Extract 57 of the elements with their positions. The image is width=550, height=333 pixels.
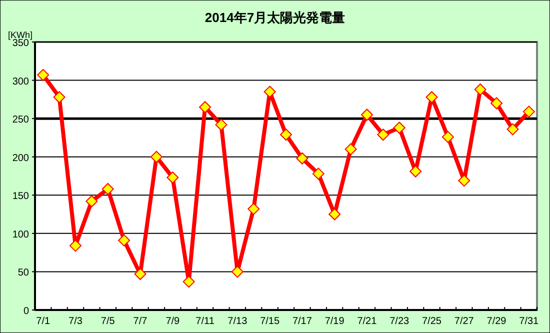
y-tick-label: 300 bbox=[12, 76, 30, 88]
x-tick-label: 7/9 bbox=[166, 316, 180, 327]
point bbox=[53, 91, 66, 104]
point bbox=[182, 276, 195, 288]
x-tick-label: 7/23 bbox=[390, 316, 410, 327]
point bbox=[280, 128, 292, 141]
point bbox=[393, 122, 406, 134]
y-axis-title: [KWh] bbox=[8, 30, 33, 40]
point bbox=[102, 183, 114, 196]
point bbox=[442, 130, 454, 143]
point bbox=[166, 172, 179, 184]
chart-title: 2014年7月太陽光発電量 bbox=[204, 10, 346, 25]
point bbox=[215, 118, 228, 131]
x-tick-label: 7/19 bbox=[324, 316, 345, 327]
y-tick-label: 100 bbox=[12, 229, 30, 240]
point bbox=[134, 268, 146, 280]
point bbox=[248, 202, 260, 215]
x-tick-label: 7/15 bbox=[260, 316, 280, 327]
x-tick-label: 7/13 bbox=[228, 316, 248, 327]
x-tick-label: 7/27 bbox=[454, 316, 474, 327]
point bbox=[377, 128, 390, 141]
point bbox=[410, 165, 422, 178]
x-tick-label: 7/17 bbox=[292, 316, 312, 327]
point bbox=[490, 97, 503, 110]
point bbox=[231, 266, 244, 278]
y-tick-label: 200 bbox=[12, 152, 30, 164]
point bbox=[522, 106, 535, 118]
x-tick-label: 7/1 bbox=[36, 316, 50, 327]
point bbox=[37, 68, 50, 81]
point bbox=[506, 123, 519, 136]
point bbox=[264, 86, 276, 98]
x-tick-label: 7/29 bbox=[486, 316, 507, 327]
x-tick-label: 7/31 bbox=[519, 316, 540, 327]
point bbox=[474, 83, 486, 96]
point bbox=[199, 101, 212, 114]
x-tick-label: 7/21 bbox=[357, 316, 378, 327]
y-tick-label: 50 bbox=[18, 268, 30, 279]
point bbox=[328, 208, 341, 220]
x-tick-label: 7/5 bbox=[100, 316, 116, 327]
point bbox=[118, 234, 130, 246]
x-tick-label: 7/7 bbox=[133, 316, 148, 327]
point bbox=[69, 240, 82, 252]
point bbox=[458, 174, 470, 187]
y-tick-label: 350 bbox=[12, 38, 30, 49]
point bbox=[150, 150, 162, 163]
point bbox=[360, 108, 373, 121]
x-tick-label: 7/25 bbox=[422, 316, 442, 327]
x-tick-label: 7/11 bbox=[196, 316, 215, 327]
x-tick-label: 7/3 bbox=[68, 316, 83, 327]
point bbox=[296, 152, 308, 164]
y-tick-label: 250 bbox=[12, 114, 30, 126]
point bbox=[312, 168, 324, 180]
y-tick-label: 150 bbox=[12, 191, 30, 202]
point bbox=[86, 195, 98, 208]
point bbox=[426, 91, 438, 104]
y-tick-label: 0 bbox=[23, 306, 30, 317]
point bbox=[344, 143, 357, 156]
